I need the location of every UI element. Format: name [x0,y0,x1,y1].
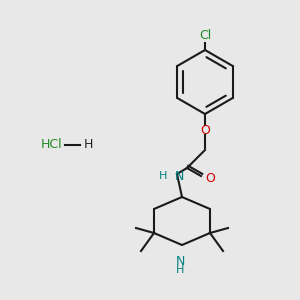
Text: O: O [200,124,210,136]
Text: HCl: HCl [41,139,63,152]
Text: N: N [175,255,185,268]
Text: N: N [175,169,184,182]
Text: O: O [205,172,215,184]
Text: Cl: Cl [199,29,211,42]
Text: H: H [159,171,167,181]
Text: H: H [176,265,184,275]
Text: H: H [83,139,93,152]
